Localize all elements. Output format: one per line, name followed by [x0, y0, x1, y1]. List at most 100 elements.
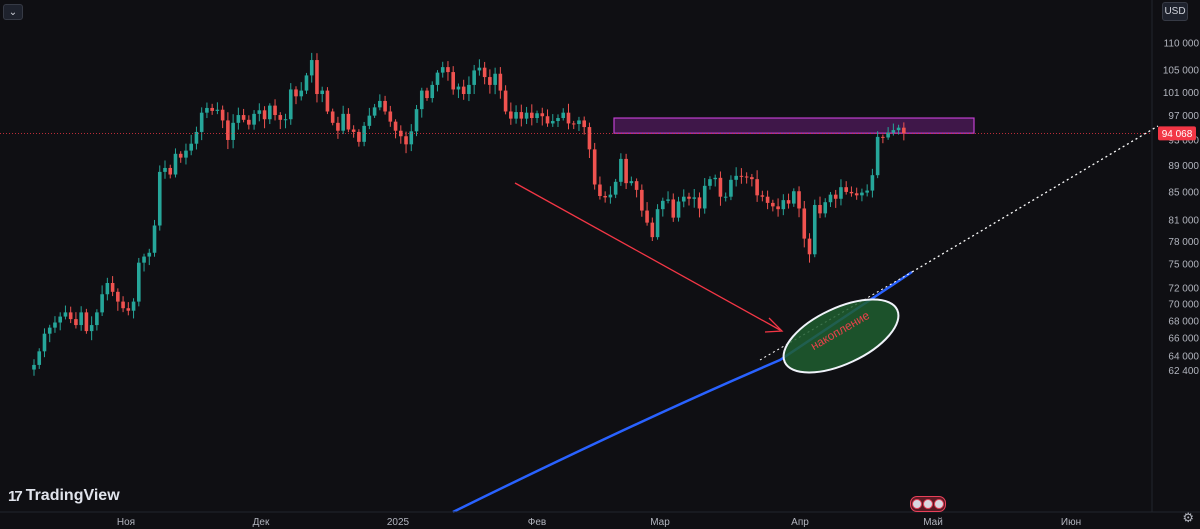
candle [619, 153, 623, 186]
trendline-dotted-overlay [759, 271, 913, 361]
candle [304, 72, 309, 94]
candle [409, 124, 414, 152]
candle [760, 190, 765, 202]
candle [849, 186, 854, 197]
candle [860, 188, 864, 202]
x-tick-label: Дек [253, 517, 270, 528]
candle [802, 200, 807, 248]
candle [718, 171, 723, 206]
candle [702, 178, 707, 214]
y-tick-label: 89 000 [1168, 161, 1199, 172]
candle [561, 108, 566, 121]
candle [739, 168, 744, 184]
candle [215, 102, 220, 115]
chevron-down-icon: ⌄ [8, 6, 18, 18]
candle [592, 142, 597, 190]
candle [744, 172, 749, 184]
resistance-zone [613, 117, 975, 134]
candle [362, 121, 366, 147]
y-tick-label: 85 000 [1168, 187, 1199, 198]
candle [765, 190, 770, 210]
candle [47, 324, 52, 343]
candle [650, 217, 655, 242]
candle [786, 193, 791, 209]
candle [451, 66, 455, 95]
gear-icon[interactable]: ⚙ [1182, 510, 1194, 525]
candle [661, 197, 665, 217]
candle [100, 285, 104, 317]
candle [278, 112, 283, 130]
x-tick-label: 2025 [387, 517, 410, 528]
candle [524, 106, 529, 125]
economic-events-icon[interactable] [910, 496, 946, 512]
candle [184, 143, 188, 165]
candle [105, 277, 110, 301]
candle [844, 181, 848, 195]
candle [32, 359, 36, 376]
candle [828, 191, 833, 207]
candle [818, 196, 822, 219]
candle [157, 165, 162, 231]
candle [95, 309, 99, 331]
candle [236, 107, 241, 130]
tradingview-logo[interactable]: 17 TradingView [8, 487, 120, 505]
candle [477, 59, 482, 76]
candle [634, 178, 639, 198]
candle [178, 151, 183, 163]
candle [587, 122, 592, 159]
candle [807, 233, 812, 263]
y-tick-label: 93 000 [1168, 135, 1199, 146]
candle [776, 198, 780, 217]
candle [519, 104, 524, 127]
candle [315, 53, 319, 103]
y-tick-label: 64 000 [1168, 351, 1199, 362]
candle [288, 83, 293, 125]
candle [163, 160, 167, 179]
candle [870, 168, 875, 198]
candle [74, 312, 78, 329]
candle [687, 192, 691, 206]
x-tick-label: Мар [650, 517, 670, 528]
candle [283, 113, 288, 129]
candle [755, 170, 759, 202]
candle [351, 125, 356, 138]
candle [68, 306, 73, 324]
candle [697, 192, 702, 218]
currency-button[interactable]: USD [1162, 2, 1188, 21]
candle [797, 186, 801, 218]
candle [902, 122, 906, 141]
candle [341, 105, 345, 135]
candle [655, 204, 660, 240]
y-tick-label: 72 000 [1168, 283, 1199, 294]
candle [771, 199, 775, 212]
x-tick-label: Июн [1061, 517, 1081, 528]
candle [781, 194, 786, 216]
candle [729, 175, 733, 201]
candle [666, 191, 670, 204]
chart-menu-button[interactable]: ⌄ [3, 4, 23, 20]
candle [425, 87, 429, 101]
tradingview-logo-icon: 17 [8, 487, 23, 505]
candle [681, 189, 686, 208]
candle [84, 308, 89, 334]
resistance-zone-layer [613, 117, 975, 134]
candle [556, 114, 560, 128]
y-tick-label: 75 000 [1168, 260, 1199, 271]
candle [37, 348, 42, 369]
candle [713, 174, 717, 187]
candle [640, 184, 644, 217]
candle [854, 187, 859, 200]
candle [493, 67, 497, 95]
candle [540, 107, 545, 126]
x-tick-label: Ноя [117, 517, 135, 528]
candle [676, 196, 681, 222]
candle [750, 173, 754, 187]
candle [53, 316, 57, 333]
candle [273, 99, 277, 121]
candle [430, 81, 435, 103]
candle [865, 184, 869, 197]
candle [603, 191, 607, 203]
candle [645, 202, 649, 226]
